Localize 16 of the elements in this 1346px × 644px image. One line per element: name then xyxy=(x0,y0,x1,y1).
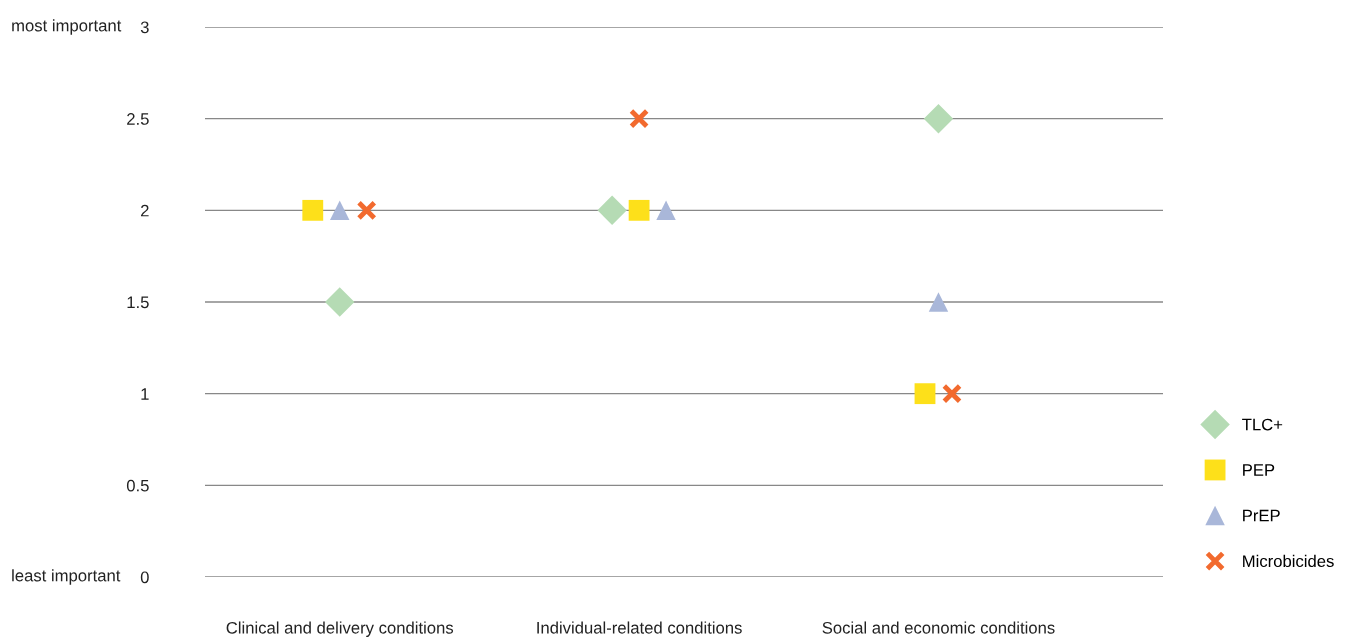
x-tick-label: Individual-related conditions xyxy=(537,621,742,634)
y-tick-label: 1 xyxy=(141,388,149,400)
x-tick-label: Social and economic conditions xyxy=(822,621,1055,634)
legend-label: TLC+ xyxy=(1242,418,1283,431)
y-tick-label: 2.5 xyxy=(127,113,149,125)
y-tick-label: 2 xyxy=(141,204,149,217)
y-tick-label: 3 xyxy=(140,21,149,34)
legend-label: Microbicides xyxy=(1243,554,1334,568)
x-tick-label: Clinical and delivery conditions xyxy=(226,621,454,637)
text: most important xyxy=(12,19,122,35)
y-tick-label: 1.5 xyxy=(127,296,149,309)
y-tick-label: 0.5 xyxy=(126,479,149,492)
legend-label: PEP xyxy=(1243,464,1275,476)
legend-label: PrEP xyxy=(1243,509,1280,522)
text: least important xyxy=(12,569,121,585)
y-tick-label: 0 xyxy=(140,571,149,584)
